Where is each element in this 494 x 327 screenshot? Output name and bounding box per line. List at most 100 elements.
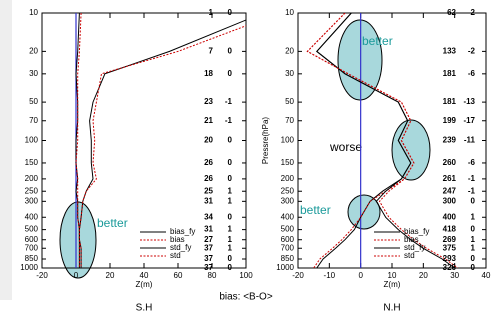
y-tick-label: 250 xyxy=(25,186,39,195)
count-label: 26 xyxy=(204,174,213,183)
chart-title: S.H xyxy=(136,303,153,314)
y-tick-label: 10 xyxy=(285,8,294,17)
diff-label: 1 xyxy=(228,196,233,205)
x-tick-label: 60 xyxy=(174,271,183,280)
legend-label: std xyxy=(404,251,415,260)
x-tick-label: 0 xyxy=(74,271,79,280)
diff-label: 1 xyxy=(471,243,476,252)
count-label: 181 xyxy=(443,97,457,106)
diff-label: -6 xyxy=(468,158,476,167)
count-label: 260 xyxy=(443,158,457,167)
count-label: 1 xyxy=(209,8,214,17)
y-tick-label: 70 xyxy=(285,116,294,125)
chart-title: N.H xyxy=(383,303,400,314)
y-tick-label: 50 xyxy=(285,97,294,106)
count-label: 34 xyxy=(204,212,213,221)
y-tick-label: 400 xyxy=(281,212,295,221)
diff-label: -1 xyxy=(468,174,476,183)
x-tick-label: 30 xyxy=(450,271,459,280)
y-tick-label: 100 xyxy=(281,136,295,145)
y-tick-label: 500 xyxy=(281,225,295,234)
y-tick-label: 850 xyxy=(281,254,295,263)
count-label: 23 xyxy=(204,97,213,106)
y-tick-label: 200 xyxy=(281,174,295,183)
diff-label: 0 xyxy=(228,136,233,145)
annotation: worse xyxy=(329,140,362,154)
count-label: 418 xyxy=(443,225,457,234)
annotation: better xyxy=(362,34,393,48)
count-label: 133 xyxy=(443,46,457,55)
count-label: 26 xyxy=(204,158,213,167)
count-label: 18 xyxy=(204,69,213,78)
y-tick-label: 300 xyxy=(281,196,295,205)
diff-label: -1 xyxy=(225,116,233,125)
count-label: 37 xyxy=(204,243,213,252)
count-label: 21 xyxy=(204,116,213,125)
figure: better better worse better bias: <B-O> 1… xyxy=(0,0,494,327)
count-label: 7 xyxy=(209,46,214,55)
count-label: 247 xyxy=(443,186,457,195)
diff-label: 0 xyxy=(228,212,233,221)
diff-label: 0 xyxy=(228,174,233,183)
y-tick-label: 150 xyxy=(25,158,39,167)
y-tick-label: 70 xyxy=(29,116,38,125)
y-tick-label: 500 xyxy=(25,225,39,234)
legend-label: std xyxy=(170,251,181,260)
diff-label: 0 xyxy=(471,263,476,272)
x-tick-label: 40 xyxy=(140,271,149,280)
x-axis-label: Z(m) xyxy=(384,280,401,289)
count-label: 375 xyxy=(443,243,457,252)
diff-label: -17 xyxy=(463,116,475,125)
diff-label: 1 xyxy=(471,212,476,221)
x-tick-label: 40 xyxy=(482,271,491,280)
highlight-ellipse xyxy=(392,120,430,180)
count-label: 25 xyxy=(204,186,213,195)
diff-label: 0 xyxy=(228,263,233,272)
diff-label: -1 xyxy=(225,97,233,106)
diff-label: 0 xyxy=(228,254,233,263)
diff-label: 1 xyxy=(228,186,233,195)
y-tick-label: 300 xyxy=(25,196,39,205)
diff-label: 0 xyxy=(228,158,233,167)
count-label: 37 xyxy=(204,263,213,272)
x-tick-label: 80 xyxy=(208,271,217,280)
count-label: 261 xyxy=(443,174,457,183)
y-tick-label: 400 xyxy=(25,212,39,221)
cropped-strip xyxy=(0,0,12,300)
x-tick-label: 20 xyxy=(106,271,115,280)
diff-label: 0 xyxy=(471,196,476,205)
y-tick-label: 150 xyxy=(281,158,295,167)
x-tick-label: 100 xyxy=(239,271,253,280)
count-label: 20 xyxy=(204,136,213,145)
y-tick-label: 100 xyxy=(25,136,39,145)
y-tick-label: 30 xyxy=(285,69,294,78)
diff-label: 0 xyxy=(228,8,233,17)
diff-label: -2 xyxy=(468,46,476,55)
diff-label: -2 xyxy=(468,8,476,17)
y-tick-label: 200 xyxy=(25,174,39,183)
count-label: 37 xyxy=(204,254,213,263)
x-tick-label: 20 xyxy=(419,271,428,280)
y-tick-label: 700 xyxy=(25,243,39,252)
y-axis-label: Pressre(hPa) xyxy=(261,117,270,164)
y-tick-label: 10 xyxy=(29,8,38,17)
diff-label: -6 xyxy=(468,69,476,78)
diff-label: -13 xyxy=(463,97,475,106)
x-axis-label: Z(m) xyxy=(136,280,153,289)
diff-label: 1 xyxy=(228,243,233,252)
diff-label: 0 xyxy=(471,225,476,234)
count-label: 293 xyxy=(443,254,457,263)
count-label: 181 xyxy=(443,69,457,78)
y-tick-label: 30 xyxy=(29,69,38,78)
diff-label: 1 xyxy=(228,225,233,234)
annotation: better xyxy=(97,216,128,230)
caption: bias: <B-O> xyxy=(219,292,273,303)
y-tick-label: 50 xyxy=(29,97,38,106)
x-tick-label: -20 xyxy=(292,271,304,280)
diff-label: -11 xyxy=(464,136,476,145)
count-label: 31 xyxy=(204,196,213,205)
diff-label: -1 xyxy=(468,186,476,195)
count-label: 199 xyxy=(443,116,457,125)
x-tick-label: -20 xyxy=(36,271,48,280)
y-tick-label: 20 xyxy=(29,46,38,55)
